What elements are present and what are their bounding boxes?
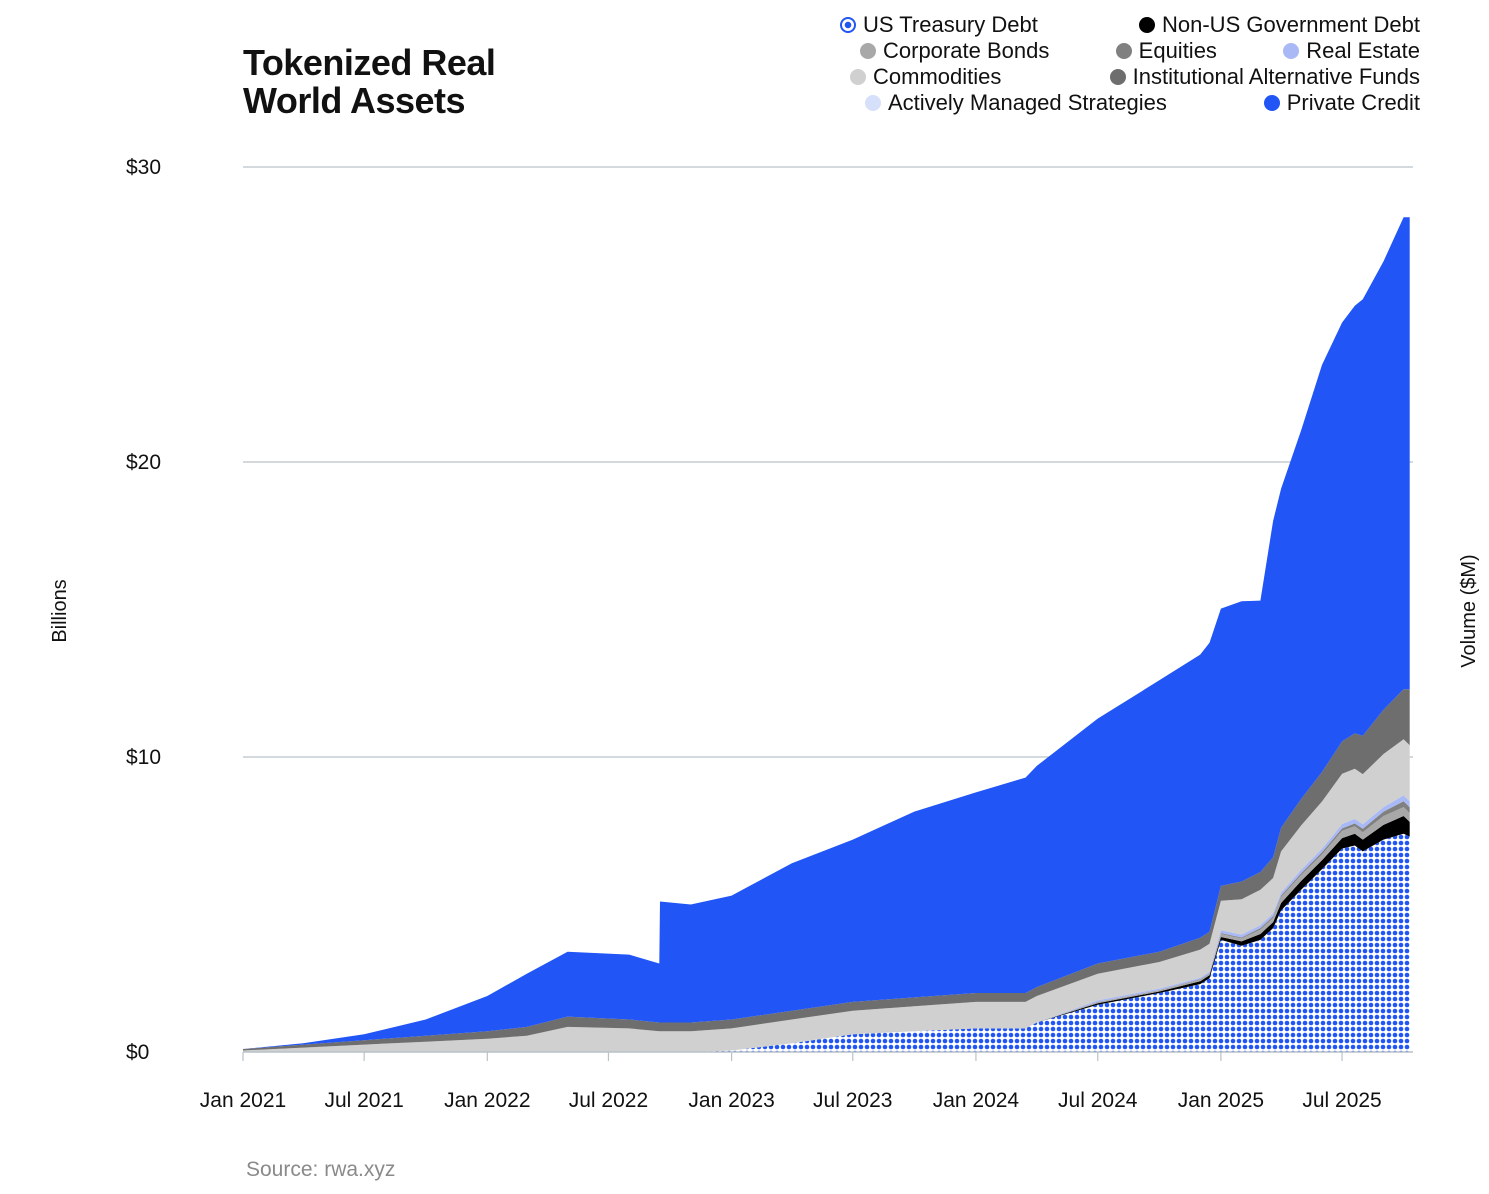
legend-label: Equities	[1138, 38, 1217, 63]
x-tick-label: Jan 2024	[933, 1089, 1020, 1112]
x-tick-label: Jan 2021	[200, 1089, 286, 1112]
legend-swatch-non-us-government-debt	[1139, 17, 1155, 33]
source-note: Source: rwa.xyz	[246, 1158, 396, 1181]
legend-row: Actively Managed Strategies Private Cred…	[840, 90, 1420, 116]
x-tick-label: Jan 2025	[1178, 1089, 1264, 1112]
y-tick-label: $10	[126, 746, 161, 769]
legend-swatch-institutional-alternative-funds	[1109, 69, 1126, 85]
legend-row: Commodities Institutional Alternative Fu…	[840, 64, 1420, 90]
secondary-y-axis-label: Volume ($M)	[1458, 554, 1480, 667]
legend-item-us-treasury-debt[interactable]: US Treasury Debt	[840, 12, 1038, 38]
x-axis-ticks: Jan 2021 Jul 2021 Jan 2022 Jul 2022 Jan 2023…	[200, 1052, 1382, 1112]
chart-title-line-2: World Assets	[243, 80, 466, 121]
x-tick-label: Jan 2022	[444, 1089, 530, 1112]
y-axis-label: Billions	[49, 579, 71, 642]
legend-label: Corporate Bonds	[883, 38, 1050, 63]
legend-swatch-commodities	[850, 69, 866, 85]
legend-swatch-private-credit	[1263, 95, 1280, 111]
legend-label: US Treasury Debt	[863, 12, 1038, 37]
legend-label: Actively Managed Strategies	[888, 90, 1167, 115]
legend-swatch-actively-managed-strategies	[865, 95, 881, 111]
legend-swatch-us-treasury-debt	[840, 17, 856, 33]
y-tick-label: $20	[126, 451, 161, 474]
chart-legend: US Treasury Debt Non-US Government Debt …	[840, 12, 1420, 116]
legend-label: Institutional Alternative Funds	[1132, 64, 1420, 89]
stacked-areas	[243, 217, 1410, 1052]
x-tick-label: Jul 2023	[813, 1089, 892, 1112]
y-tick-label: $0	[126, 1041, 149, 1064]
legend-item-real-estate[interactable]: Real Estate	[1283, 38, 1420, 64]
legend-item-institutional-alternative-funds[interactable]: Institutional Alternative Funds	[1109, 64, 1420, 90]
legend-label: Commodities	[873, 64, 1002, 89]
legend-item-actively-managed-strategies[interactable]: Actively Managed Strategies	[865, 90, 1167, 116]
legend-label: Real Estate	[1306, 38, 1420, 63]
x-tick-label: Jan 2023	[688, 1089, 774, 1112]
y-axis-ticks: $0 $10 $20 $30	[126, 156, 161, 1064]
area-institutional-alternative-funds	[243, 689, 1410, 1051]
legend-item-private-credit[interactable]: Private Credit	[1263, 90, 1420, 116]
legend-item-non-us-government-debt[interactable]: Non-US Government Debt	[1139, 12, 1420, 38]
legend-item-equities[interactable]: Equities	[1115, 38, 1217, 64]
x-tick-label: Jul 2025	[1302, 1089, 1381, 1112]
x-tick-label: Jul 2024	[1058, 1089, 1138, 1112]
legend-swatch-corporate-bonds	[860, 43, 876, 59]
legend-swatch-equities	[1115, 43, 1132, 59]
area-private-credit	[243, 217, 1410, 1049]
x-tick-label: Jul 2022	[569, 1089, 648, 1112]
legend-row: US Treasury Debt Non-US Government Debt	[840, 12, 1420, 38]
legend-row: Corporate Bonds Equities Real Estate	[840, 38, 1420, 64]
chart-title: Tokenized Real World Assets	[243, 42, 496, 121]
x-tick-label: Jul 2021	[324, 1089, 403, 1112]
area-us-treasury-debt	[243, 833, 1410, 1052]
legend-swatch-real-estate	[1283, 43, 1300, 59]
chart-title-line-1: Tokenized Real	[243, 42, 496, 83]
legend-label: Private Credit	[1286, 90, 1420, 115]
legend-item-commodities[interactable]: Commodities	[850, 64, 1001, 90]
legend-item-corporate-bonds[interactable]: Corporate Bonds	[860, 38, 1049, 64]
legend-label: Non-US Government Debt	[1162, 12, 1420, 37]
y-tick-label: $30	[126, 156, 161, 179]
area-commodities	[243, 739, 1410, 1052]
